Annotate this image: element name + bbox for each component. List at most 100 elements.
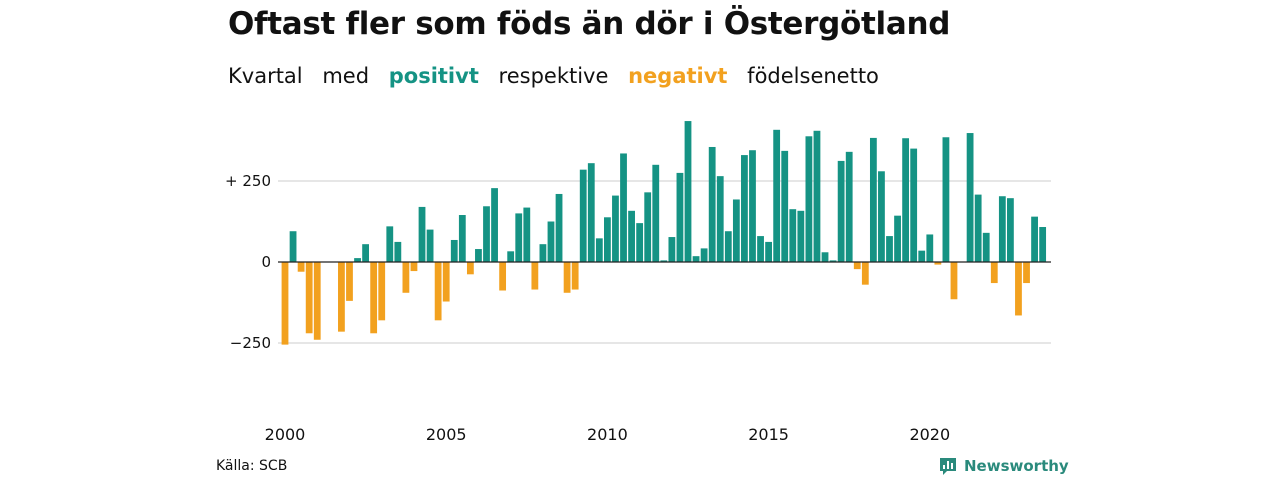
brand-name: Newsworthy [964,457,1069,475]
x-tick-label: 2000 [265,425,306,444]
bar [950,262,958,300]
bar [418,206,426,262]
bar [1007,198,1014,262]
bar [781,150,789,262]
bar [998,196,1006,262]
bar [523,207,531,262]
bar [1015,262,1022,316]
bar [797,210,805,262]
bar [338,262,345,332]
bar [555,193,563,262]
bar [370,262,378,334]
bar [507,251,515,262]
subtitle-negative-word: negativt [628,64,728,88]
bar [571,262,579,290]
bar [305,262,313,334]
bar [450,239,458,262]
bar [1031,216,1038,262]
bar [974,194,982,262]
bar [579,169,587,262]
bar [821,252,829,262]
bar [845,151,853,262]
bar [837,160,845,262]
y-tick-label: 0 [261,253,271,271]
bar [587,163,595,262]
subtitle-word: med [322,64,370,88]
x-tick-label: 2005 [426,425,467,444]
bar [434,262,442,321]
bar [297,262,305,272]
bar [402,262,410,293]
bar [757,236,764,262]
bar [990,262,998,284]
bar [918,250,926,262]
bar [499,262,507,291]
bar [636,223,644,262]
bar [692,256,700,262]
bar [861,262,869,285]
bar [1039,227,1047,262]
bar [966,133,974,262]
x-tick-label: 2015 [748,425,789,444]
bar [813,130,821,262]
y-tick-label: + 250 [225,172,271,190]
bar [716,176,724,262]
bar [547,221,555,262]
bar [539,244,547,262]
y-tick-label: −250 [230,334,271,352]
bar [773,129,781,262]
bar-chart: + 250 0 −250 2000 2005 2010 2015 2020 [225,121,1051,444]
bar [604,217,611,262]
brand-logo[interactable]: Newsworthy [938,456,1069,476]
bar [894,215,901,262]
x-tick-label: 2010 [587,425,628,444]
bar [491,188,498,262]
source-note: Källa: SCB [216,458,288,474]
bar [676,172,684,262]
bar [934,262,942,265]
bar [313,262,321,340]
bar [902,138,910,262]
subtitle-word: födelsenetto [747,64,879,88]
bar [354,258,361,262]
bar [563,262,571,293]
bar [386,226,394,262]
bar [410,262,418,272]
bar [652,164,660,262]
bar [620,153,627,262]
chart-title: Oftast fler som föds än dör i Östergötla… [228,6,951,42]
bar [700,248,708,262]
bar [289,231,297,262]
bar [362,244,369,262]
bar [612,195,619,262]
chart-subtitle: Kvartal med positivt respektive negativt… [228,64,892,88]
bar [982,232,990,262]
bar [749,150,756,262]
bar [515,213,523,262]
subtitle-word: Kvartal [228,64,303,88]
x-tick-label: 2020 [909,425,950,444]
bar [483,206,490,262]
bar [789,209,797,262]
bar [805,136,813,262]
bar [732,199,740,262]
bar [281,262,289,345]
bar [853,262,861,270]
bar [426,229,434,262]
bar-chart-logo-icon [940,458,956,475]
bar [741,155,748,262]
bar [869,137,877,262]
bar [1023,262,1030,284]
bar [458,215,466,262]
subtitle-word: respektive [498,64,609,88]
bar [684,121,692,262]
bar [442,262,450,302]
bar [708,146,716,262]
bar [466,262,474,275]
bar [531,262,539,290]
bar [628,210,635,262]
bar [378,262,386,321]
bar [595,238,603,262]
bar [668,237,676,262]
bar [926,234,934,262]
